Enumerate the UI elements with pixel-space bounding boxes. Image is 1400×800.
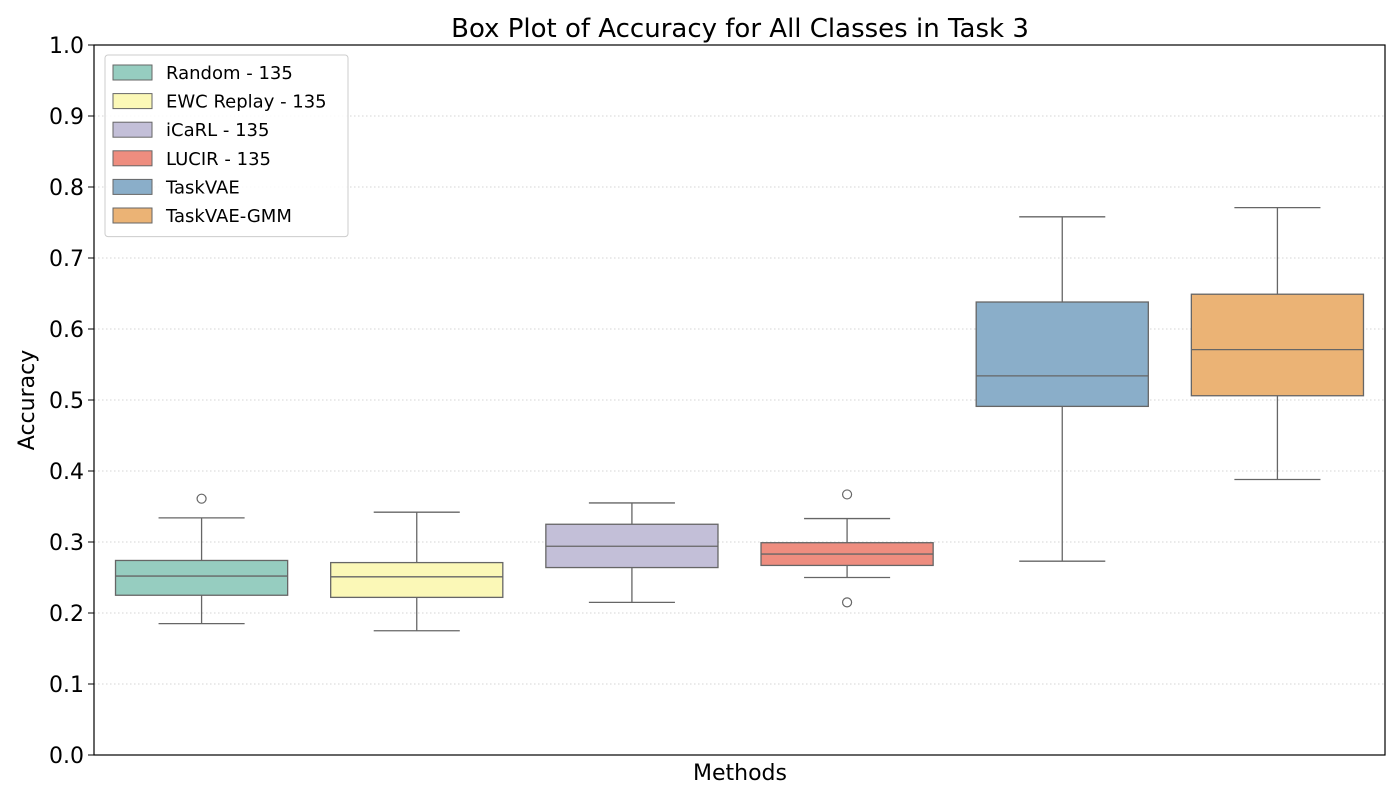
box-group [975, 216, 1149, 562]
y-tick-label: 0.5 [49, 389, 84, 414]
x-axis-label: Methods [693, 761, 787, 786]
legend-frame [104, 54, 349, 238]
box-group [760, 489, 934, 608]
legend-swatch [112, 121, 153, 138]
y-tick-label: 0.7 [49, 247, 84, 272]
plot-frame [93, 44, 1386, 756]
grid-lines [94, 115, 1385, 685]
y-tick-label: 0.3 [49, 531, 84, 556]
y-tick-label: 0.9 [49, 105, 84, 130]
legend-label: iCaRL - 135 [166, 120, 269, 141]
legend-swatch [112, 64, 153, 81]
box-group [1190, 206, 1365, 481]
legend-label: TaskVAE-GMM [165, 206, 292, 227]
legend-label: Random - 135 [166, 63, 293, 84]
legend-label: TaskVAE [165, 177, 240, 198]
y-tick-label: 0.8 [49, 176, 84, 201]
box-iqr [330, 561, 504, 599]
y-axis-label: Accuracy [15, 350, 40, 450]
box-iqr [114, 559, 289, 596]
box-iqr [975, 301, 1149, 408]
y-tick-label: 0.6 [49, 318, 84, 343]
box-iqr [1190, 293, 1365, 397]
outlier-point [841, 489, 853, 500]
y-axis: 0.0 0.1 0.2 0.3 0.4 0.5 0.6 0.7 0.8 0.9 1.0 [49, 34, 94, 769]
y-tick-label: 0.2 [49, 602, 84, 627]
box-group [330, 511, 504, 632]
boxes [114, 206, 1365, 632]
box-group [114, 493, 289, 625]
y-tick-label: 0.1 [49, 673, 84, 698]
outlier-point [841, 597, 853, 608]
box-group [545, 502, 719, 603]
legend: Random - 135 EWC Replay - 135 iCaRL - 135 L… [104, 54, 349, 238]
legend-swatch [112, 93, 153, 110]
y-tick-label: 0.0 [49, 744, 84, 769]
chart-title: Box Plot of Accuracy for All Classes in … [451, 14, 1029, 44]
legend-swatch [112, 207, 153, 224]
y-tick-label: 1.0 [49, 34, 84, 59]
y-tick-label: 0.4 [49, 460, 84, 485]
legend-swatch [112, 178, 153, 195]
legend-swatch [112, 150, 153, 167]
outlier-point [196, 493, 207, 504]
legend-label: EWC Replay - 135 [166, 92, 327, 113]
legend-label: LUCIR - 135 [166, 149, 271, 170]
